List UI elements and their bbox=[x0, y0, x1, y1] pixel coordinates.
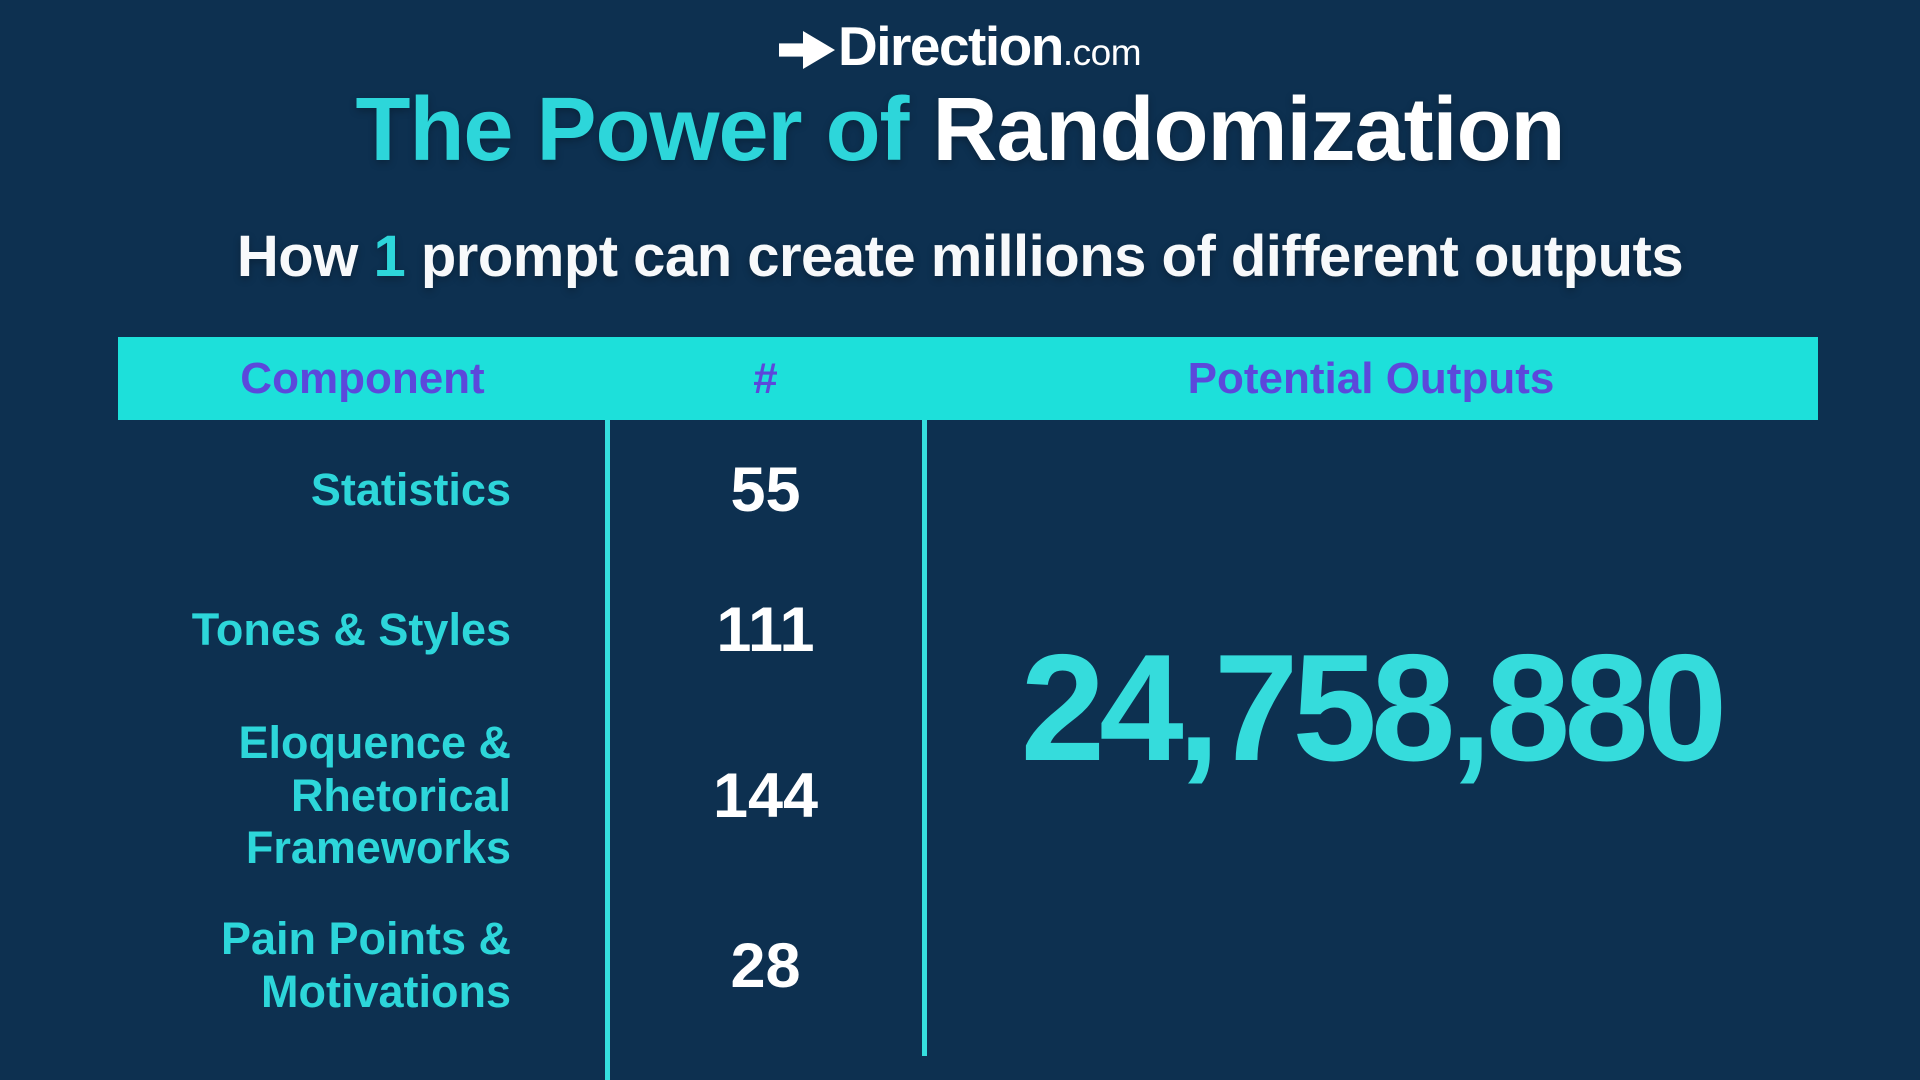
brand-tld: .com bbox=[1062, 32, 1142, 73]
header-count: # bbox=[753, 353, 778, 403]
column-divider-2 bbox=[922, 420, 927, 1056]
table-header-row: Component # Potential Outputs bbox=[118, 337, 1818, 420]
title-highlight: The Power of bbox=[355, 80, 933, 180]
count-tones-styles: 111 bbox=[716, 595, 815, 665]
component-column: Statistics Tones & Styles Eloquence & Rh… bbox=[118, 420, 607, 1040]
component-pain-points-motivations: Pain Points & Motivations bbox=[220, 913, 511, 1017]
count-statistics: 55 bbox=[730, 455, 801, 525]
potential-outputs-column: 24,758,880 bbox=[924, 420, 1818, 1080]
title-rest: Randomization bbox=[932, 80, 1566, 180]
column-divider-1 bbox=[605, 420, 610, 1080]
page-subtitle: How 1 prompt can create millions of diff… bbox=[0, 222, 1920, 292]
page-title: The Power of Randomization bbox=[0, 76, 1920, 184]
potential-outputs-total: 24,758,880 bbox=[1020, 623, 1728, 793]
subtitle-prefix: How bbox=[236, 224, 374, 289]
subtitle-suffix: prompt can create millions of different … bbox=[405, 224, 1684, 289]
brand-logo: Direction .com bbox=[0, 14, 1920, 78]
component-statistics: Statistics bbox=[310, 463, 511, 515]
brand-name: Direction bbox=[837, 15, 1064, 77]
count-column: 55 111 144 28 bbox=[607, 420, 924, 1040]
component-tones-styles: Tones & Styles bbox=[191, 603, 511, 655]
table-body: Statistics Tones & Styles Eloquence & Rh… bbox=[118, 420, 1818, 1080]
component-eloquence-rhetorical-frameworks: Eloquence & Rhetorical Frameworks bbox=[238, 717, 511, 874]
randomization-table: Component # Potential Outputs Statistics… bbox=[118, 337, 1818, 1080]
subtitle-highlight: 1 bbox=[373, 224, 406, 289]
right-arrow-icon bbox=[778, 31, 835, 69]
count-eloquence-rhetorical-frameworks: 144 bbox=[712, 761, 819, 831]
header-component: Component bbox=[240, 353, 485, 403]
count-pain-points-motivations: 28 bbox=[730, 931, 801, 1001]
header-potential-outputs: Potential Outputs bbox=[1187, 353, 1555, 403]
